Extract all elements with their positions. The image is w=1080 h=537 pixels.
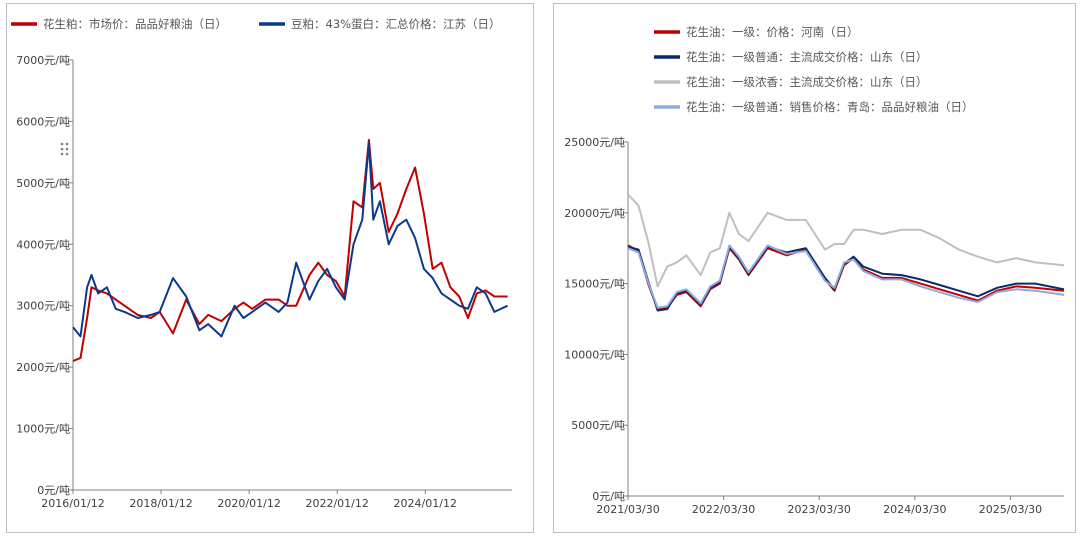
drag-handle-dot	[65, 142, 69, 146]
right-x-tick-label-2: 2023/03/30	[788, 503, 851, 516]
drag-handle-dot	[65, 152, 69, 156]
left-legend-label-1: 豆粕：43%蛋白：汇总价格：江苏（日）	[291, 17, 501, 31]
right-chart-svg: 花生油：一级：价格：河南（日） 花生油：一级普通：主流成交价格：山东（日） 花生油：…	[564, 25, 1065, 516]
left-series-line-0	[72, 138, 508, 362]
drag-handle-dot	[65, 147, 69, 151]
left-y-tick-label-6: 6000元/吨	[16, 115, 70, 128]
right-y-tick-label-4: 20000元/吨	[564, 207, 625, 220]
right-series-line-1	[627, 245, 1065, 312]
drag-handle-dot	[60, 142, 64, 146]
right-x-tick-label-3: 2024/03/30	[883, 503, 946, 516]
left-y-tick-label-7: 7000元/吨	[16, 54, 70, 67]
left-x-tick-label-2: 2020/01/12	[217, 497, 280, 510]
right-x-tick-label-0: 2021/03/30	[596, 503, 659, 516]
chart-panel-right: 花生油：一级：价格：河南（日） 花生油：一级普通：主流成交价格：山东（日） 花生油：…	[553, 3, 1076, 533]
right-legend-label-0: 花生油：一级：价格：河南（日）	[686, 25, 859, 39]
right-y-tick-label-0: 0元/吨	[592, 490, 625, 503]
left-x-tick-label-1: 2018/01/12	[129, 497, 192, 510]
right-y-tick-label-1: 5000元/吨	[571, 419, 625, 432]
right-legend-label-1: 花生油：一级普通：主流成交价格：山东（日）	[686, 50, 928, 64]
left-series-line-1	[72, 141, 509, 338]
left-legend-label-0: 花生粕：市场价：品品好粮油（日）	[43, 17, 227, 31]
right-legend-label-3: 花生油：一级普通：销售价格：青岛：品品好粮油（日）	[686, 100, 974, 114]
drag-handle-dot	[60, 147, 64, 151]
right-x-tick-label-4: 2025/03/30	[979, 503, 1042, 516]
left-y-tick-label-1: 1000元/吨	[16, 423, 70, 436]
right-y-tick-label-2: 10000元/吨	[564, 348, 625, 361]
left-y-tick-label-5: 5000元/吨	[16, 177, 70, 190]
right-legend-label-2: 花生油：一级浓香：主流成交价格：山东（日）	[686, 75, 928, 89]
left-y-tick-label-0: 0元/吨	[37, 484, 70, 497]
right-series-line-2	[627, 193, 1065, 288]
left-y-tick-label-4: 4000元/吨	[16, 238, 70, 251]
left-y-tick-label-2: 2000元/吨	[16, 361, 70, 374]
left-chart-svg: 花生粕：市场价：品品好粮油（日） 豆粕：43%蛋白：汇总价格：江苏（日） 0元/吨 1…	[11, 17, 512, 510]
right-x-tick-label-1: 2022/03/30	[692, 503, 755, 516]
right-y-tick-label-5: 25000元/吨	[564, 136, 625, 149]
right-series-line-3	[627, 244, 1065, 309]
chart-panel-left: 花生粕：市场价：品品好粮油（日） 豆粕：43%蛋白：汇总价格：江苏（日） 0元/吨 1…	[6, 3, 534, 533]
left-x-tick-label-4: 2024/01/12	[394, 497, 457, 510]
left-x-tick-label-3: 2022/01/12	[305, 497, 368, 510]
left-x-tick-label-0: 2016/01/12	[41, 497, 104, 510]
right-y-tick-label-3: 15000元/吨	[564, 278, 625, 291]
drag-handle-dot	[60, 152, 64, 156]
left-y-tick-label-3: 3000元/吨	[16, 300, 70, 313]
right-series-line-0	[627, 244, 1065, 311]
